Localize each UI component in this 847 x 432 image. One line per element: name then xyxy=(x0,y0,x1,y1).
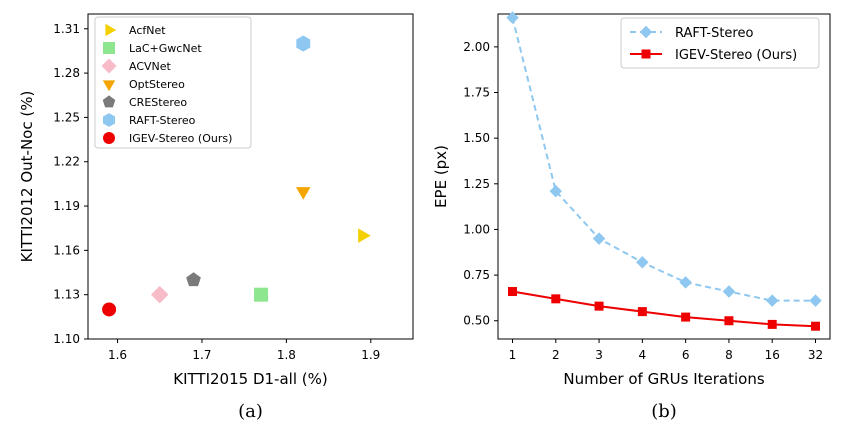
panel-a-legend-box xyxy=(94,16,252,149)
panel-a-legend-marker xyxy=(102,95,116,108)
panel-a-points xyxy=(102,35,371,317)
panel-b-point xyxy=(508,287,517,297)
panel-a-caption: (a) xyxy=(238,401,263,422)
panel-b-point xyxy=(724,316,734,326)
panel-b-point xyxy=(551,294,561,304)
panel-b-legend-marker xyxy=(641,49,651,59)
panel-a-y-axis-label: KITTI2012 Out-Noc (%) xyxy=(18,91,36,263)
panel-b-x-tick-label: 3 xyxy=(595,348,603,362)
panel-a-point xyxy=(295,187,311,200)
panel-a-x-tick-label: 1.7 xyxy=(192,348,211,362)
panel-b-point xyxy=(549,184,563,198)
panel-b-y-tick-label: 1.75 xyxy=(463,86,490,100)
panel-b-y-axis-label: EPE (px) xyxy=(432,145,450,208)
panel-a-legend-label: AcfNet xyxy=(129,24,166,37)
panel-a-point xyxy=(151,285,169,304)
panel-a-point xyxy=(186,272,201,287)
panel-b-legend-label: RAFT-Stereo xyxy=(675,26,753,41)
panel-a-legend-marker xyxy=(103,42,115,54)
panel-b-point xyxy=(722,285,736,298)
panel-a-ticks: 1.6 1.7 1.8 1.9 1.10 1.13 1.16 1.19 1.22 1.25 1.28… xyxy=(53,22,380,362)
panel-b-x-tick-label: 8 xyxy=(725,348,733,362)
panel-b-point xyxy=(811,321,820,331)
panel-b-y-tick-label: 1.25 xyxy=(463,177,490,191)
panel-a-legend: AcfNet LaC+GwcNet ACVNet OptStereo CREStereo… xyxy=(94,16,252,149)
panel-a-y-tick-label: 1.16 xyxy=(53,243,80,257)
panel-b-y-tick-label: 1.00 xyxy=(463,222,490,236)
panel-b-legend-label: IGEV-Stereo (Ours) xyxy=(675,48,797,63)
panel-a-y-tick-label: 1.25 xyxy=(53,110,80,124)
panel-a-x-tick-label: 1.9 xyxy=(361,348,380,362)
panel-b-caption: (b) xyxy=(651,401,677,422)
panel-a-point xyxy=(102,302,117,317)
panel-a-legend-marker xyxy=(103,132,115,144)
panel-b-point xyxy=(636,256,649,269)
panel-a-legend-marker xyxy=(101,58,117,74)
panel-b-point xyxy=(594,301,604,311)
panel-b-point xyxy=(679,276,692,289)
panel-b-x-tick-label: 4 xyxy=(639,348,647,362)
panel-a-legend-marker xyxy=(105,23,117,37)
panel-b-line-chart: 1 2 3 4 6 8 16 32 0.50 0.75 1.00 1.25 1.50 1.75 2.00 R… xyxy=(432,11,831,422)
panel-b-y-tick-label: 0.75 xyxy=(463,268,490,282)
panel-b-y-tick-label: 1.50 xyxy=(463,131,490,145)
panel-a-legend-label: OptStereo xyxy=(129,78,185,91)
panel-a-x-axis-label: KITTI2015 D1-all (%) xyxy=(173,370,327,388)
panel-b-point xyxy=(809,294,822,307)
panel-a-point xyxy=(254,287,269,302)
panel-a-y-tick-label: 1.10 xyxy=(53,332,80,346)
panel-a-y-tick-label: 1.13 xyxy=(53,288,80,302)
panel-b-legend-marker xyxy=(639,25,653,39)
panel-b-point xyxy=(592,232,606,245)
panel-a-y-tick-label: 1.22 xyxy=(53,155,80,169)
panel-b-legend: RAFT-Stereo IGEV-Stereo (Ours) xyxy=(620,17,820,69)
panel-b-y-tick-label: 0.50 xyxy=(463,314,490,328)
panel-a-y-tick-label: 1.28 xyxy=(53,66,80,80)
panel-b-y-tick-label: 2.00 xyxy=(463,40,490,54)
panel-a-legend-marker xyxy=(102,80,116,92)
panel-a-y-tick-label: 1.19 xyxy=(53,199,80,213)
panel-b-point xyxy=(681,312,691,322)
panel-a-legend-label: CREStereo xyxy=(129,96,187,109)
panel-b-x-tick-label: 32 xyxy=(808,348,823,362)
panel-a-point xyxy=(358,228,371,243)
panel-b-point xyxy=(767,319,777,329)
panel-a-point xyxy=(296,35,311,52)
panel-a-scatter: 1.6 1.7 1.8 1.9 1.10 1.13 1.16 1.19 1.22 1.25 1.28… xyxy=(18,13,414,422)
panel-b-lines xyxy=(506,11,822,331)
panel-b-x-tick-label: 6 xyxy=(682,348,690,362)
panel-b-point xyxy=(765,294,779,307)
panel-a-y-tick-label: 1.31 xyxy=(53,22,80,36)
panel-b-x-axis-label: Number of GRUs Iterations xyxy=(563,370,764,388)
panel-a-x-tick-label: 1.6 xyxy=(108,348,127,362)
panel-a-x-tick-label: 1.8 xyxy=(277,348,296,362)
panel-b-series-line xyxy=(512,290,816,328)
panel-b-ticks: 1 2 3 4 6 8 16 32 0.50 0.75 1.00 1.25 1.50 1.75 2.00 xyxy=(463,40,823,362)
panel-b-x-tick-label: 2 xyxy=(552,348,560,362)
panel-b-legend-box xyxy=(620,17,820,69)
panel-a-legend-label: ACVNet xyxy=(129,60,172,73)
panel-a-plot-frame xyxy=(87,13,414,340)
panel-b-series-line xyxy=(511,17,816,302)
panel-a-legend-label: IGEV-Stereo (Ours) xyxy=(129,132,232,145)
panel-b-x-tick-label: 1 xyxy=(509,348,517,362)
panel-a-legend-marker xyxy=(103,113,115,127)
panel-b-plot-frame xyxy=(497,13,831,340)
panel-b-x-tick-label: 16 xyxy=(765,348,780,362)
panel-b-point xyxy=(637,307,647,317)
panel-a-legend-label: RAFT-Stereo xyxy=(129,114,196,127)
panel-b-point xyxy=(506,11,519,24)
panel-a-legend-label: LaC+GwcNet xyxy=(129,42,202,55)
